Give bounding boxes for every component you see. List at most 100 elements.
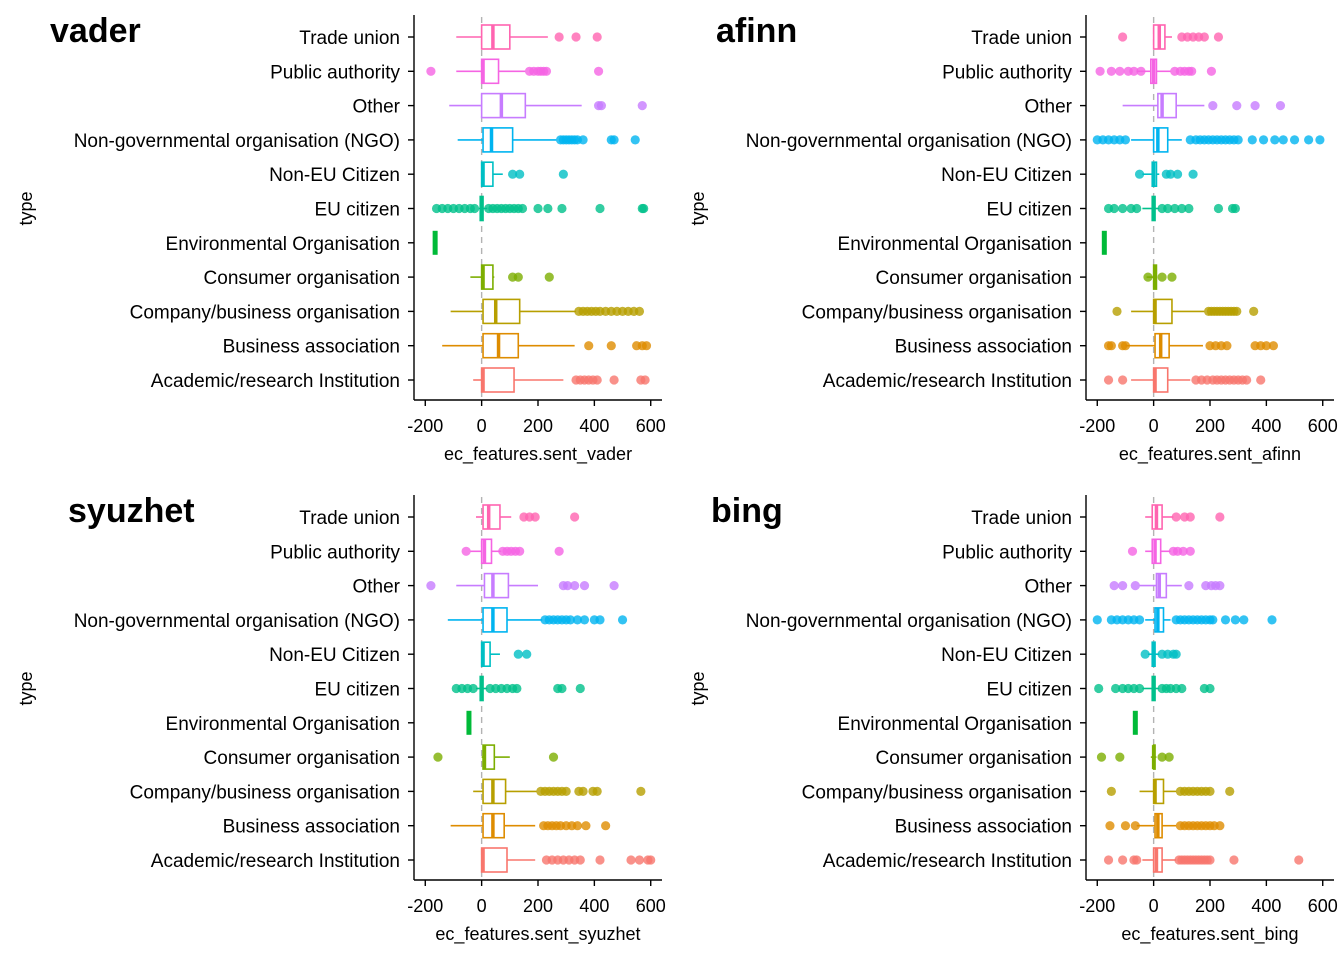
box-non-governmental-organisation-ngo- (1092, 127, 1325, 153)
outlier-point (1157, 272, 1167, 282)
box-iqr (480, 92, 527, 119)
outlier-point (596, 101, 607, 111)
outlier-point (1140, 649, 1150, 659)
box-trade-union (1118, 24, 1224, 50)
outlier-point (578, 135, 588, 145)
category-label: Company/business organisation (130, 302, 400, 323)
outlier-point (1315, 135, 1325, 145)
panel-syuzhet: syuzhet Academic/research Institution Busi… (16, 492, 666, 945)
box-company-business-organisation (450, 298, 645, 325)
x-tick-label: 200 (523, 896, 553, 916)
outlier-point (1275, 101, 1286, 111)
box-iqr (480, 24, 511, 50)
category-label: Trade union (299, 508, 400, 529)
outlier-point (646, 855, 656, 865)
x-tick-label: 400 (579, 896, 609, 916)
category-label: Consumer organisation (204, 748, 400, 769)
box-iqr (482, 127, 514, 153)
box-iqr (480, 538, 493, 565)
panel-title: afinn (716, 12, 797, 50)
category-label: Business association (223, 817, 400, 838)
box-academic-research-institution (473, 367, 650, 393)
outlier-point (1208, 101, 1218, 111)
outlier-point (1127, 546, 1138, 556)
outlier-point (1222, 341, 1232, 351)
x-tick-label: 600 (636, 416, 666, 436)
outlier-point (533, 203, 543, 214)
outlier-point (630, 135, 640, 145)
category-label: Public authority (942, 62, 1072, 83)
x-axis-title: ec_features.sent_vader (444, 444, 632, 465)
box-other (426, 572, 619, 599)
box-other (449, 92, 647, 119)
box-eu-citizen (1103, 195, 1240, 222)
category-label: Public authority (270, 62, 400, 83)
box-environmental-organisation (432, 230, 438, 255)
category-label: Business association (223, 337, 400, 358)
box-iqr (1155, 572, 1168, 599)
category-label: Trade union (971, 28, 1072, 49)
panel-vader: vader Academic/research Institution Busine… (16, 12, 666, 465)
box-trade-union (476, 504, 580, 530)
category-label: Company/business organisation (802, 782, 1072, 803)
x-tick-label: -200 (407, 416, 443, 436)
outlier-point (1239, 615, 1249, 625)
outlier-point (1205, 683, 1215, 694)
y-axis-title: type (16, 671, 36, 705)
outlier-point (1120, 135, 1131, 145)
outlier-point (1304, 135, 1314, 145)
outlier-point (1172, 169, 1183, 179)
outlier-point (570, 581, 580, 591)
outlier-point (1215, 512, 1225, 522)
category-label: Non-governmental organisation (NGO) (746, 131, 1072, 152)
x-tick-label: 0 (1149, 416, 1159, 436)
outlier-point (592, 32, 602, 42)
outlier-point (1184, 581, 1194, 591)
box-iqr (482, 298, 521, 325)
category-label: Consumer organisation (876, 268, 1072, 289)
y-axis-title: type (688, 671, 708, 705)
outlier-point (1171, 512, 1181, 522)
outlier-point (601, 821, 611, 831)
box-iqr (482, 607, 508, 633)
box-non-eu-citizen (480, 641, 532, 668)
box-public-authority (461, 538, 564, 565)
outlier-point (593, 66, 604, 76)
box-consumer-organisation (470, 264, 554, 290)
outlier-point (1233, 135, 1243, 145)
outlier-point (1188, 169, 1198, 179)
panel-title: vader (50, 12, 141, 50)
outlier-point (1268, 341, 1279, 351)
x-tick-label: -200 (1079, 416, 1115, 436)
x-tick-label: -200 (407, 896, 443, 916)
box-business-association (450, 812, 611, 839)
outlier-point (584, 341, 594, 351)
outlier-point (508, 169, 518, 179)
outlier-point (554, 546, 564, 556)
category-label: Environmental Organisation (838, 234, 1072, 255)
outlier-point (1220, 615, 1231, 625)
outlier-point (575, 855, 585, 865)
outlier-point (1120, 341, 1131, 351)
y-axis-title: type (688, 191, 708, 225)
outlier-point (1170, 203, 1180, 214)
category-label: Environmental Organisation (838, 714, 1072, 735)
outlier-point (1185, 512, 1195, 522)
outlier-point (634, 306, 645, 316)
outlier-point (617, 615, 628, 625)
outlier-point (1143, 272, 1153, 282)
x-tick-label: 200 (1195, 896, 1225, 916)
outlier-point (461, 546, 471, 556)
box-academic-research-institution (1103, 847, 1304, 873)
outlier-point (1171, 649, 1181, 659)
outlier-point (1130, 821, 1140, 831)
outlier-point (1250, 101, 1260, 111)
outlier-point (1294, 855, 1304, 865)
outlier-point (1258, 135, 1269, 145)
category-label: Environmental Organisation (166, 714, 400, 735)
outlier-point (1177, 203, 1187, 214)
x-tick-label: 200 (1195, 416, 1225, 436)
outlier-point (1208, 615, 1218, 625)
outlier-point (1134, 169, 1145, 179)
